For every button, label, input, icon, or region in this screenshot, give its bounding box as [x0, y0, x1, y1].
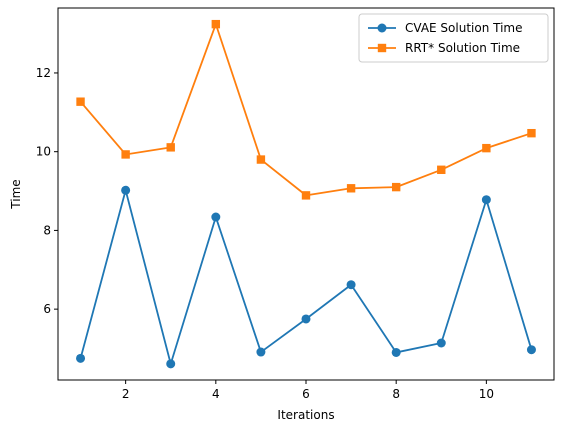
- data-point: [76, 97, 85, 106]
- data-point: [256, 155, 266, 164]
- y-axis: 6 8 10 12: [36, 66, 58, 316]
- legend-marker: [377, 43, 387, 53]
- data-point: [481, 195, 491, 205]
- data-point: [391, 347, 401, 357]
- data-point: [121, 185, 131, 195]
- x-tick-label: 2: [122, 387, 130, 401]
- y-axis-label: Time: [9, 179, 23, 209]
- y-tick-label: 10: [36, 145, 51, 159]
- x-axis-label: Iterations: [277, 408, 334, 422]
- data-point: [166, 143, 175, 152]
- data-point: [482, 143, 491, 153]
- legend-item: CVAE Solution Time: [368, 21, 523, 35]
- x-tick-label: 8: [392, 387, 400, 401]
- x-tick-label: 4: [212, 387, 220, 401]
- data-point: [437, 165, 446, 174]
- x-axis: 2 4 6 8 10: [122, 380, 494, 401]
- y-tick-label: 8: [43, 223, 51, 237]
- legend-marker: [377, 23, 387, 33]
- data-point: [346, 280, 356, 290]
- data-point: [121, 150, 130, 159]
- data-point: [436, 338, 446, 348]
- data-point: [391, 182, 401, 192]
- data-point: [211, 19, 221, 29]
- data-point: [301, 191, 311, 200]
- legend-item: RRT* Solution Time: [368, 41, 520, 55]
- data-point: [76, 353, 86, 363]
- data-point: [256, 347, 266, 357]
- series-2: [76, 19, 536, 200]
- data-point: [527, 128, 536, 138]
- data-point: [526, 345, 536, 355]
- data-point: [211, 212, 221, 222]
- y-tick-label: 12: [36, 66, 51, 80]
- legend-box: [358, 13, 549, 63]
- legend-label: RRT* Solution Time: [405, 41, 520, 55]
- x-tick-label: 10: [479, 387, 494, 401]
- y-tick-label: 6: [43, 302, 51, 316]
- series-layer: [76, 19, 536, 369]
- data-point: [301, 314, 311, 324]
- data-point: [166, 359, 176, 369]
- legend: CVAE Solution Time RRT* Solution Time: [358, 13, 549, 63]
- legend-label: CVAE Solution Time: [405, 21, 523, 35]
- x-tick-label: 6: [302, 387, 310, 401]
- data-point: [346, 184, 356, 193]
- series-1: [76, 185, 536, 369]
